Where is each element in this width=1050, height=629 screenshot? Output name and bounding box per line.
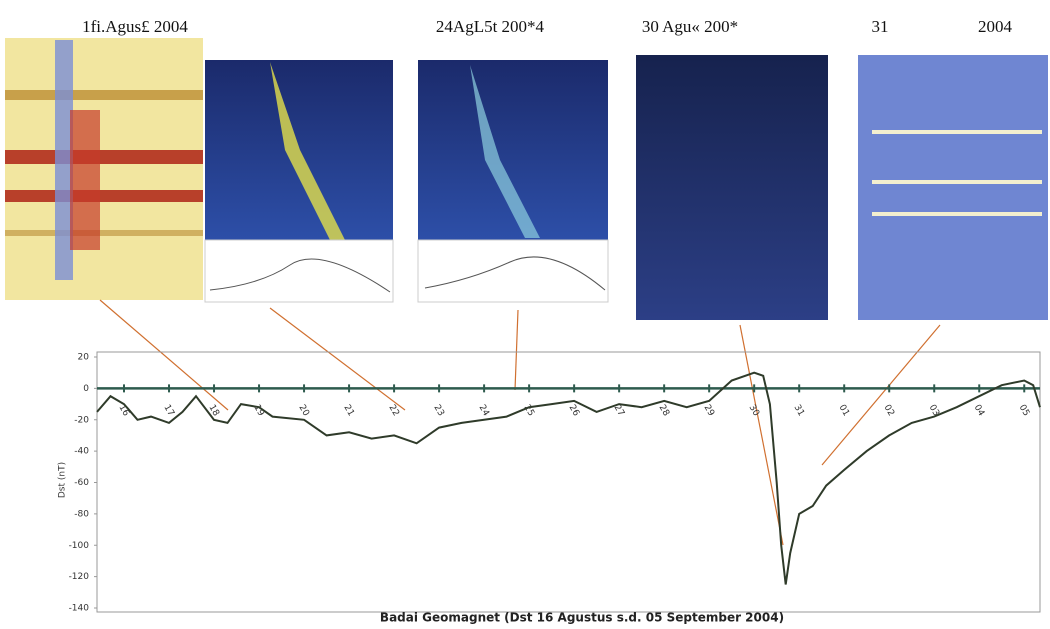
panel-label: 30 Agu« 200* [642, 17, 738, 36]
x-tick-label: 23 [431, 403, 445, 418]
y-tick-label: -100 [69, 541, 90, 551]
dst-line [97, 373, 1040, 585]
y-tick-label: 0 [83, 384, 89, 394]
x-tick-label: 05 [1017, 403, 1031, 418]
x-tick-label: 02 [882, 403, 896, 418]
figure: Dst (nT) Badai Geomagnet (Dst 16 Agustus… [0, 0, 1050, 629]
x-tick-label: 20 [296, 403, 311, 418]
panel-label: 31 [872, 17, 889, 36]
panel-ionogram [858, 55, 1048, 320]
panel-label: 2004 [978, 17, 1013, 36]
x-tick-label: 21 [341, 403, 355, 418]
panel-spectrum-1 [205, 60, 393, 302]
y-tick-label: -80 [74, 509, 89, 519]
x-tick-label: 28 [657, 403, 672, 418]
x-tick-label: 31 [792, 403, 806, 418]
x-tick-label: 17 [161, 403, 175, 418]
page: Dst (nT) Badai Geomagnet (Dst 16 Agustus… [0, 0, 1050, 629]
x-tick-label: 29 [702, 403, 717, 418]
x-tick-label: 24 [476, 403, 491, 418]
x-tick-label: 18 [206, 403, 221, 418]
y-axis-label: Dst (nT) [58, 462, 68, 498]
plot-frame [97, 352, 1040, 612]
y-tick-label: -140 [69, 604, 90, 614]
panel-spectrum-2 [418, 60, 608, 302]
x-tick-label: 04 [972, 403, 987, 418]
y-tick-label: 20 [78, 353, 90, 363]
x-tick-label: 30 [747, 403, 762, 418]
chart-title: Badai Geomagnet (Dst 16 Agustus s.d. 05 … [380, 611, 784, 625]
panel-label: 1fi.Agus£ 2004 [82, 17, 188, 36]
x-tick-label: 26 [567, 403, 582, 418]
y-tick-label: -20 [74, 415, 89, 425]
panel-yellow [5, 38, 203, 300]
x-tick-label: 25 [521, 403, 535, 418]
y-tick-label: -120 [69, 572, 90, 582]
x-tick-label: 01 [837, 403, 851, 418]
y-tick-label: -40 [74, 447, 89, 457]
panel-label: 24AgL5t 200*4 [436, 17, 545, 36]
y-tick-label: -60 [74, 478, 89, 488]
panel-radar [636, 55, 828, 320]
